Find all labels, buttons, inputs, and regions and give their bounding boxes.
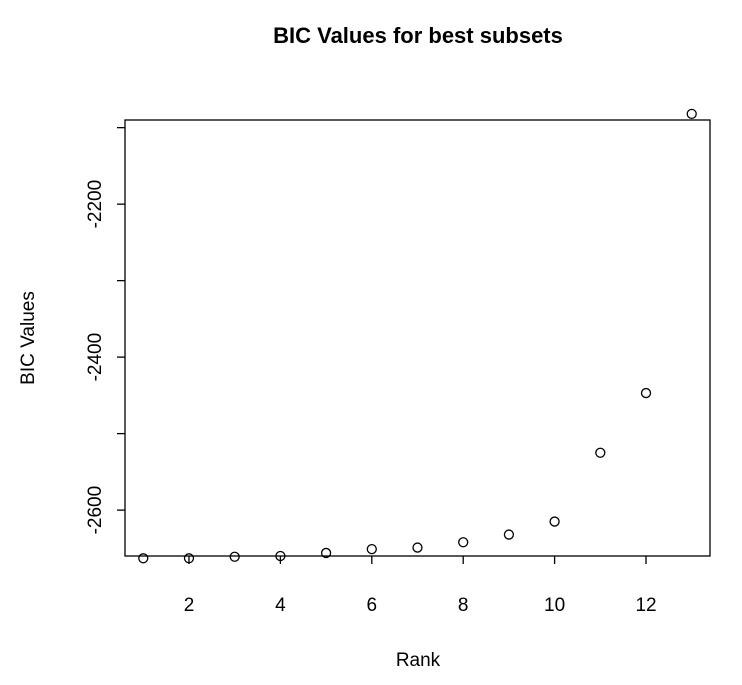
data-point bbox=[640, 387, 652, 399]
x-axis: 2 4 6 8 10 12 bbox=[184, 556, 657, 616]
data-point bbox=[229, 551, 240, 562]
x-tick-label: 6 bbox=[367, 595, 378, 616]
data-point bbox=[458, 537, 469, 548]
data-point bbox=[366, 543, 377, 555]
data-point bbox=[412, 542, 423, 553]
data-point bbox=[183, 553, 195, 564]
data-point bbox=[138, 553, 149, 564]
data-point bbox=[686, 108, 697, 120]
x-tick-label: 2 bbox=[184, 595, 195, 616]
x-axis-label: Rank bbox=[396, 650, 441, 671]
y-tick-label: -2400 bbox=[85, 333, 106, 382]
y-tick-label: -2200 bbox=[85, 180, 106, 229]
chart-title: BIC Values for best subsets bbox=[273, 23, 563, 48]
y-tick-label: -2600 bbox=[85, 486, 106, 535]
y-axis: -2600 -2400 -2200 bbox=[85, 126, 125, 535]
data-points bbox=[138, 108, 697, 564]
x-tick-label: 12 bbox=[635, 595, 656, 616]
x-tick-label: 8 bbox=[458, 595, 469, 616]
plot-frame bbox=[124, 119, 711, 557]
data-point bbox=[275, 550, 286, 562]
data-point bbox=[549, 516, 560, 527]
y-axis-label: BIC Values bbox=[18, 291, 39, 385]
data-point bbox=[503, 529, 515, 540]
data-point bbox=[320, 547, 332, 559]
x-tick-label: 4 bbox=[275, 595, 286, 616]
x-tick-label: 10 bbox=[544, 595, 565, 616]
data-point bbox=[595, 447, 606, 458]
